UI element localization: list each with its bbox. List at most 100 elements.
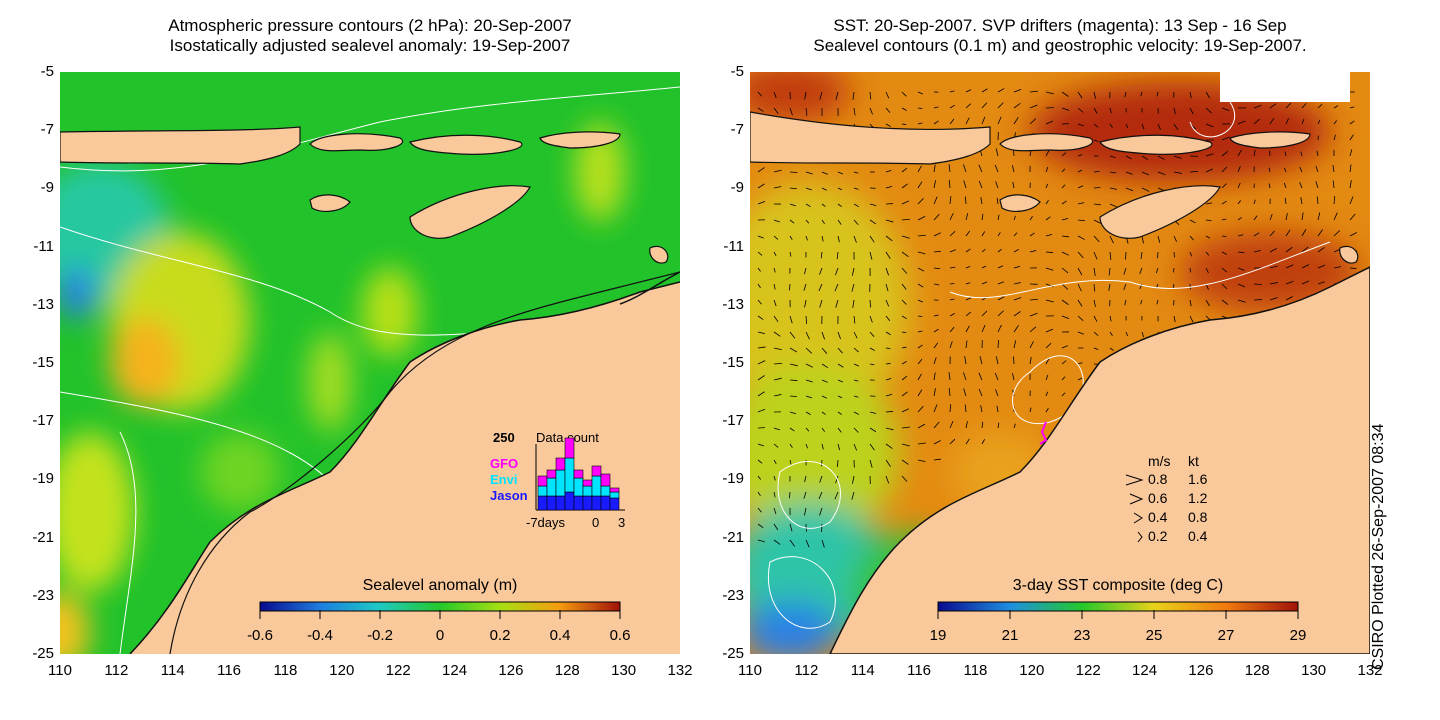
velocity-arrow — [1045, 408, 1049, 413]
velocity-arrow — [1269, 248, 1277, 253]
velocity-arrow — [851, 491, 855, 500]
velocity-arrow — [1077, 91, 1083, 99]
colorbar-tick-label: 21 — [1002, 627, 1019, 644]
longitude-tick: 128 — [554, 662, 580, 679]
velocity-arrow — [933, 314, 939, 317]
velocity-arrow — [789, 427, 795, 432]
velocity-arrow — [965, 248, 971, 253]
velocity-arrow — [949, 196, 952, 205]
velocity-arrow — [933, 267, 941, 270]
velocity-arrow — [869, 251, 873, 260]
velocity-arrow — [917, 215, 926, 221]
velocity-arrow — [981, 265, 987, 269]
velocity-arrow — [1061, 152, 1067, 157]
velocity-arrow — [917, 299, 924, 303]
velocity-arrow — [853, 235, 857, 243]
velocity-arrow — [1093, 170, 1100, 173]
velocity-arrow — [917, 442, 926, 445]
velocity-arrow — [885, 219, 894, 223]
island-tanimbar — [649, 245, 669, 264]
velocity-legend-arrow — [1133, 512, 1143, 524]
pressure-contour — [119, 431, 137, 654]
velocity-arrow — [1077, 299, 1083, 307]
velocity-arrow — [1301, 103, 1307, 109]
velocity-arrow — [1061, 267, 1069, 274]
velocity-arrow — [996, 405, 999, 413]
island-alor — [1229, 131, 1311, 149]
velocity-arrow — [789, 251, 792, 257]
velocity-arrow — [757, 235, 764, 239]
velocity-arrow — [949, 249, 956, 253]
velocity-arrow — [965, 282, 971, 285]
inset-bar-jason — [537, 495, 548, 511]
velocity-arrow — [789, 107, 793, 116]
velocity-arrow — [869, 315, 873, 323]
velocity-arrow — [1268, 167, 1271, 173]
sst-colorbar-gradient — [937, 601, 1299, 612]
velocity-arrow — [1061, 376, 1066, 381]
velocity-arrow — [757, 299, 762, 305]
velocity-arrow — [789, 363, 798, 367]
velocity-arrow — [789, 219, 795, 224]
velocity-arrow — [1108, 283, 1111, 291]
velocity-arrow — [773, 427, 781, 431]
velocity-arrow — [1077, 331, 1084, 335]
velocity-arrow — [1124, 299, 1127, 306]
inset-bar-envi — [564, 457, 575, 493]
velocity-arrow — [757, 360, 766, 365]
velocity-arrow — [835, 475, 839, 484]
velocity-arrow — [978, 164, 983, 173]
latitude-tick: -11 — [723, 237, 744, 255]
velocity-arrow — [803, 283, 807, 291]
velocity-arrow — [1013, 117, 1019, 125]
velocity-arrow — [805, 187, 812, 191]
colorbar-tick-label: -0.4 — [307, 627, 333, 644]
velocity-arrow — [819, 267, 823, 275]
velocity-arrow — [1045, 216, 1051, 221]
velocity-arrow — [853, 315, 856, 324]
velocity-arrow — [1253, 149, 1256, 157]
velocity-arrow — [757, 201, 766, 205]
anomaly-blob-blue — [60, 268, 94, 320]
velocity-arrow — [773, 299, 777, 307]
velocity-arrow — [933, 342, 939, 349]
velocity-arrow — [1045, 166, 1049, 173]
velocity-arrow — [789, 203, 796, 207]
velocity-arrow — [901, 459, 909, 465]
velocity-arrow — [773, 539, 781, 545]
velocity-arrow — [757, 183, 765, 189]
velocity-arrow — [965, 266, 971, 269]
velocity-arrow — [852, 299, 855, 308]
velocity-arrow — [757, 267, 761, 272]
longitude-tick: 116 — [907, 662, 932, 679]
velocity-arrow — [789, 395, 797, 398]
velocity-arrow — [1221, 151, 1229, 157]
velocity-arrow — [1301, 264, 1310, 269]
velocity-arrow — [1317, 119, 1321, 125]
inset-bar-gfo — [582, 479, 593, 487]
velocity-arrow — [1316, 150, 1319, 157]
velocity-arrow — [1157, 155, 1165, 160]
velocity-arrow — [804, 507, 807, 516]
anomaly-blob-light-green — [200, 432, 280, 512]
island-flores — [1099, 134, 1213, 155]
velocity-arrow — [805, 395, 813, 399]
velocity-arrow — [805, 315, 808, 324]
velocity-arrow — [933, 404, 938, 413]
velocity-arrow — [1300, 197, 1303, 205]
island-sumba — [309, 194, 351, 212]
velocity-arrow — [1013, 325, 1019, 333]
velocity-arrow — [853, 187, 859, 190]
velocity-arrow — [820, 251, 823, 259]
longitude-tick: 132 — [1357, 662, 1383, 679]
velocity-arrow — [981, 324, 986, 333]
velocity-arrow — [917, 405, 924, 413]
inset-bar-envi — [555, 469, 566, 497]
velocity-arrow — [1317, 247, 1325, 253]
velocity-arrow — [1189, 91, 1192, 99]
velocity-arrow — [901, 443, 910, 447]
velocity-arrow — [1012, 373, 1015, 381]
velocity-arrow — [1045, 358, 1050, 365]
velocity-arrow — [1093, 299, 1096, 307]
velocity-arrow — [1173, 123, 1179, 131]
